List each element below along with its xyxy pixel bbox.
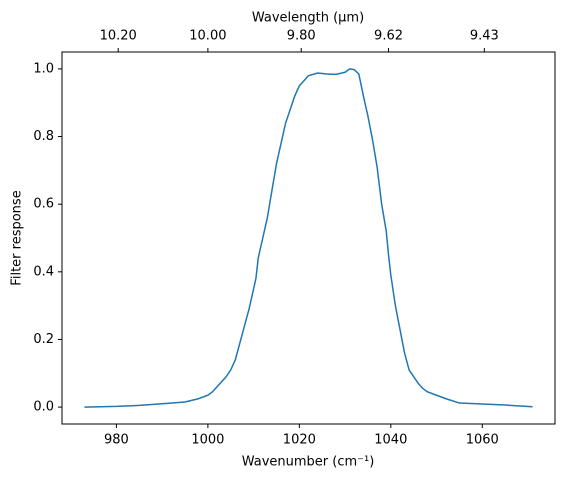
plot-frame bbox=[61, 51, 556, 425]
x-tick-label: 1060 bbox=[466, 433, 499, 448]
y-axis-label: Filter response bbox=[10, 190, 25, 285]
data-line bbox=[84, 68, 533, 408]
x-tick-label: 1020 bbox=[283, 433, 316, 448]
x-tick-label: 980 bbox=[104, 433, 129, 448]
y-tick-label: 0.2 bbox=[33, 332, 54, 347]
x2-tick-label: 10.00 bbox=[189, 29, 226, 44]
y-tick-label: 0.4 bbox=[33, 264, 54, 279]
x-tick-label: 1040 bbox=[374, 433, 407, 448]
x2-tick-label: 9.43 bbox=[470, 29, 499, 44]
y-tick-label: 0.0 bbox=[33, 400, 54, 415]
y-tick-label: 0.6 bbox=[33, 197, 54, 212]
x-tick-label: 1000 bbox=[191, 433, 224, 448]
x2-tick-label: 9.80 bbox=[287, 29, 316, 44]
x2-tick-label: 10.20 bbox=[100, 29, 137, 44]
x2-tick-label: 9.62 bbox=[374, 29, 403, 44]
x-axis-label: Wavenumber (cm⁻¹) bbox=[242, 455, 375, 470]
x2-axis-label: Wavelength (μm) bbox=[252, 11, 364, 26]
y-tick-label: 0.8 bbox=[33, 129, 54, 144]
y-tick-label: 1.0 bbox=[33, 61, 54, 76]
